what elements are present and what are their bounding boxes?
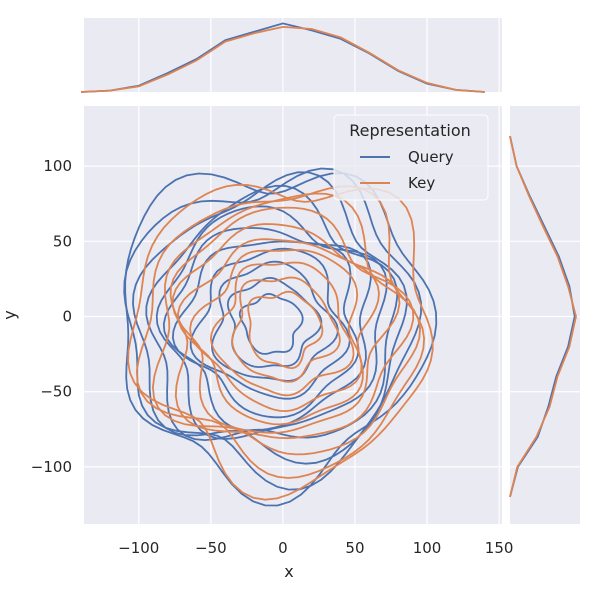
tick-labels: −100 −50 0 50 100 150 −100 −50 0 50 100 xyxy=(31,157,514,557)
contour-key xyxy=(231,276,341,383)
y-tick-label: 50 xyxy=(53,232,72,250)
contour-query xyxy=(226,276,323,368)
contour-lines xyxy=(123,167,438,507)
y-tick-label: −100 xyxy=(31,458,72,476)
x-tick-label: 150 xyxy=(485,539,514,557)
right-marginal-key xyxy=(509,135,577,498)
y-tick-label: −50 xyxy=(40,383,72,401)
top-marginal-background xyxy=(84,18,502,92)
contour-query xyxy=(132,171,408,465)
top-marginal-key xyxy=(81,25,485,93)
contour-key xyxy=(247,290,324,370)
x-tick-label: 50 xyxy=(345,539,364,557)
contour-query xyxy=(238,292,304,355)
legend-box xyxy=(333,114,489,201)
contour-key xyxy=(151,192,422,456)
contour-query xyxy=(162,227,372,432)
x-tick-label: −50 xyxy=(195,539,227,557)
contour-query xyxy=(155,205,388,440)
legend-entry-key: Key xyxy=(408,174,435,192)
x-tick-label: 100 xyxy=(413,539,442,557)
contour-key xyxy=(189,249,363,413)
y-tick-label: 0 xyxy=(62,308,72,326)
contour-key xyxy=(169,206,415,440)
legend-title: Representation xyxy=(349,121,471,140)
x-axis-label: x xyxy=(284,562,293,581)
contour-query xyxy=(145,184,399,442)
contour-key xyxy=(177,238,380,426)
x-tick-label: −100 xyxy=(118,539,159,557)
legend-entry-query: Query xyxy=(408,148,454,166)
y-tick-label: 100 xyxy=(43,157,72,175)
legend: Representation Query Key xyxy=(333,114,489,201)
x-tick-label: 0 xyxy=(278,539,288,557)
y-axis-label: y xyxy=(0,310,19,319)
marginal-densities xyxy=(81,22,577,498)
contour-query xyxy=(189,247,351,400)
contour-key xyxy=(209,261,355,397)
